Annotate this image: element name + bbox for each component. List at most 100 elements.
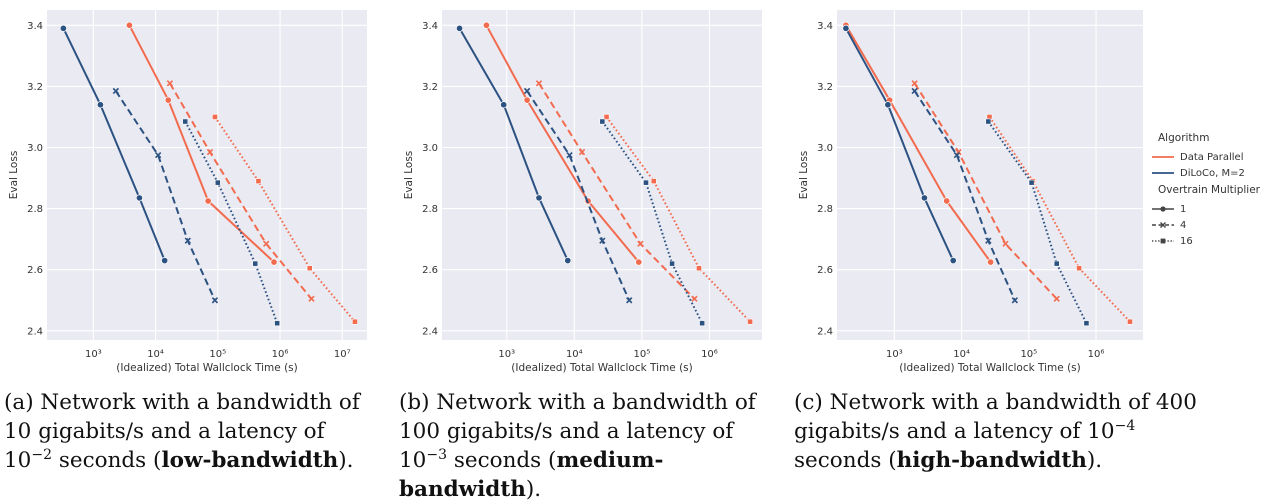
y-tick-label: 3.4	[27, 21, 43, 32]
data-point	[212, 114, 218, 120]
data-point	[564, 257, 572, 265]
y-tick-label: 3.0	[27, 143, 43, 154]
data-point	[535, 80, 543, 87]
x-tick-label: 10⁴	[566, 349, 583, 360]
data-point	[1053, 295, 1060, 302]
data-point	[943, 197, 951, 205]
data-point	[255, 178, 262, 185]
data-point	[911, 80, 918, 87]
caption-a-exponent: −2	[31, 446, 52, 463]
data-point	[599, 237, 606, 244]
y-tick-label: 2.4	[817, 326, 833, 337]
data-point	[1011, 297, 1019, 304]
legend-swatch-diloco	[1152, 172, 1174, 174]
y-tick-label: 2.6	[422, 265, 438, 276]
caption-c: (c) Network with a bandwidth of 400 giga…	[794, 388, 1226, 475]
data-point	[650, 178, 657, 185]
data-point	[112, 87, 120, 95]
series-line	[987, 120, 1088, 324]
data-point	[154, 151, 162, 159]
data-point	[523, 96, 531, 104]
caption-b-suffix: ).	[525, 477, 542, 502]
chart-panel-1: 10³ 10⁴ 10⁵ 10⁶ 10⁷ 2.4 2.6 2.8 3.0 3.2 3.4 (Ideali…	[8, 10, 367, 374]
y-tick-label: 3.2	[27, 82, 43, 93]
data-point	[603, 114, 610, 120]
plot-background	[47, 10, 367, 340]
x-tick-label: 10³	[498, 349, 515, 360]
data-point	[643, 179, 649, 186]
x-tick-label: 10⁶	[1088, 349, 1105, 360]
data-point	[274, 320, 281, 327]
data-point	[182, 118, 189, 125]
x-axis-label: (Idealized) Total Wallclock Time (s)	[899, 362, 1081, 374]
y-tick-label: 2.4	[27, 326, 43, 337]
caption-c-suffix: ).	[1086, 448, 1103, 473]
caption-b: (b) Network with a bandwidth of 100 giga…	[399, 388, 771, 504]
x-tick-label: 10⁵	[209, 349, 226, 360]
data-point	[206, 148, 214, 156]
data-point	[635, 258, 643, 266]
x-axis-label: (Idealized) Total Wallclock Time (s)	[116, 362, 298, 374]
data-point	[884, 101, 892, 109]
data-point	[1028, 179, 1035, 186]
data-point	[1083, 320, 1090, 327]
x-tick-label: 10⁵	[634, 349, 651, 360]
y-axis-label: Eval Loss	[8, 151, 20, 200]
series-line	[601, 120, 703, 324]
legend-item-data-parallel: Data Parallel	[1148, 149, 1283, 165]
y-tick-label: 3.2	[422, 82, 438, 93]
caption-a-mid: seconds (	[52, 448, 162, 473]
y-tick-label: 2.8	[422, 204, 438, 215]
data-point	[637, 240, 644, 247]
y-axis-label: Eval Loss	[798, 151, 810, 200]
caption-c-exponent: −4	[1114, 417, 1136, 434]
series-diloco-overtrain-1	[842, 24, 957, 265]
legend-label-data-parallel: Data Parallel	[1180, 151, 1244, 163]
series-line	[169, 82, 313, 300]
series-diloco-overtrain-16	[985, 118, 1090, 327]
y-tick-label: 2.6	[27, 265, 43, 276]
series-diloco-overtrain-4	[523, 87, 633, 304]
caption-b-text: (b) Network with a bandwidth of 100 giga…	[399, 390, 756, 473]
legend-swatch-dashed	[1152, 222, 1174, 228]
series-data-parallel-overtrain-16	[212, 114, 358, 325]
data-point	[1076, 265, 1082, 272]
y-tick-label: 3.0	[817, 143, 833, 154]
x-tick-label: 10⁵	[1020, 349, 1037, 360]
data-point	[535, 194, 543, 202]
legend-item-overtrain-16: 16	[1148, 233, 1283, 249]
x-tick-label: 10⁶	[272, 349, 289, 360]
data-point	[985, 118, 992, 125]
y-tick-label: 3.0	[422, 143, 438, 154]
series-line	[128, 24, 275, 263]
series-line	[538, 82, 696, 300]
caption-c-bold: high-bandwidth	[896, 448, 1087, 473]
data-point	[599, 118, 606, 125]
data-point	[699, 320, 706, 327]
data-point	[214, 179, 221, 186]
series-line	[485, 24, 640, 263]
data-point	[500, 101, 508, 109]
data-point	[308, 295, 315, 302]
data-point	[455, 24, 464, 32]
legend-label-overtrain-16: 16	[1180, 235, 1193, 247]
legend-label-overtrain-4: 4	[1180, 219, 1187, 231]
legend-label-diloco: DiLoCo, M=2	[1180, 167, 1245, 179]
y-tick-label: 2.4	[422, 326, 438, 337]
data-point	[985, 237, 992, 244]
series-line	[988, 116, 1131, 323]
x-tick-label: 10⁴	[953, 349, 970, 360]
plot-background	[442, 10, 762, 340]
caption-c-text: (c) Network with a bandwidth of 400 giga…	[794, 390, 1197, 444]
data-point	[352, 318, 358, 325]
data-point	[669, 260, 675, 267]
series-line	[62, 27, 166, 261]
series-data-parallel-overtrain-4	[166, 80, 315, 302]
series-diloco-overtrain-1	[59, 24, 169, 265]
data-point	[523, 87, 531, 95]
data-point	[953, 151, 961, 159]
legend-item-diloco: DiLoCo, M=2	[1148, 165, 1283, 181]
data-point	[1127, 318, 1133, 325]
data-point	[578, 148, 586, 156]
series-line	[845, 24, 992, 263]
